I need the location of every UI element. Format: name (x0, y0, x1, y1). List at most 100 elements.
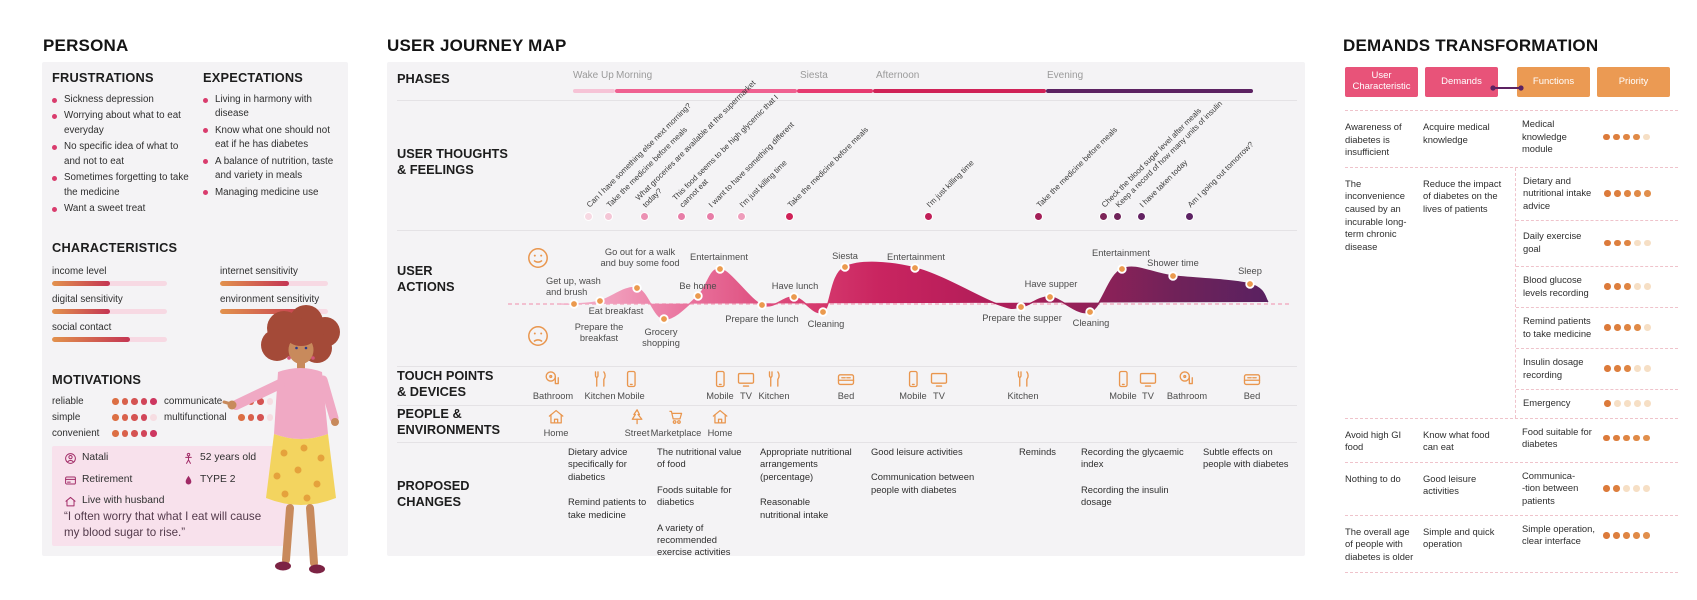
proposed-change-item: The nutritional value of food (657, 446, 742, 470)
action-dot (789, 292, 799, 302)
function-label: Food suitable for diabetes (1522, 425, 1592, 450)
touchpoint-label: Bed (1243, 391, 1261, 401)
priority-dot (1643, 133, 1650, 141)
priority-dot (1623, 532, 1630, 539)
priority-dot (1604, 283, 1611, 290)
expectations-list: Living in harmony with disease Know what … (203, 93, 339, 202)
characteristic-label: environment sensitivity (220, 294, 320, 305)
demand-function-row: Insulin dosage recording (1516, 347, 1678, 389)
priority-dot (1644, 400, 1651, 407)
demand-header-chip: User Characteristic (1345, 67, 1418, 97)
mood-curve-svg (508, 248, 1292, 346)
action-label: Shower time (1147, 258, 1199, 268)
separator (397, 366, 1297, 367)
demand-functions: Food suitable for diabetes (1515, 419, 1678, 462)
bed-icon (1242, 369, 1262, 389)
environment-label: Street (624, 428, 650, 438)
mobile-icon (1113, 369, 1133, 389)
priority-dot (1604, 324, 1611, 331)
kitchen-icon (1013, 369, 1033, 389)
demand-function-row: Food suitable for diabetes (1515, 419, 1678, 458)
function-label: Simple operation, clear interface (1522, 522, 1595, 547)
priority-dot (1613, 133, 1620, 141)
action-dot (1016, 302, 1026, 312)
proposed-change-item: Appropriate nutritional arrangements (pe… (760, 446, 852, 482)
motivation-label: convenient (52, 428, 100, 439)
proposed-change-column: Appropriate nutritional arrangements (pe… (760, 446, 852, 534)
demand-functions: Communica- -tion between patients (1515, 463, 1678, 515)
profile-diabetes_type: TYPE 2 (200, 474, 236, 485)
touchpoint-label: Mobile (899, 391, 927, 401)
thought-dot (676, 211, 686, 221)
priority-dot (1604, 400, 1611, 407)
characteristic-bar: environment sensitivity (220, 294, 328, 314)
phase-label: Siesta (800, 70, 828, 81)
action-label: Entertainment (1092, 248, 1150, 258)
proposed-change-item: Subtle effects on people with diabetes (1203, 446, 1289, 470)
priority-dot (1633, 532, 1640, 539)
action-label: Siesta (832, 251, 858, 261)
proposed-change-item: Foods suitable for diabetics (657, 483, 732, 508)
priority-dot (1603, 532, 1610, 539)
thought-dot (1033, 211, 1043, 221)
priority-dot (1613, 485, 1620, 492)
demand-text: Reduce the impact of diabetes on the liv… (1423, 177, 1502, 214)
proposed-change-item: Communication between people with diabet… (871, 471, 975, 495)
touchpoint-label: TV (933, 391, 945, 401)
action-label: Eat breakfast (588, 306, 644, 316)
demand-row: Nothing to do Good leisure activities Comm… (1345, 461, 1678, 515)
phase-label: Evening (1047, 70, 1084, 81)
mobile-icon (710, 369, 730, 389)
expectations-heading: EXPECTATIONS (203, 70, 304, 85)
action-dot (632, 283, 642, 293)
thought-dot (923, 211, 933, 221)
characteristic-label: internet sensitivity (220, 266, 298, 277)
kitchen-icon (764, 369, 784, 389)
characteristic-fill (52, 309, 110, 314)
priority-dot (1624, 365, 1631, 372)
user-icon (64, 452, 77, 465)
frustration-item: No specific idea of what to and not to e… (52, 140, 192, 169)
sad-face-icon (528, 326, 548, 346)
frustration-item: Sickness depression (52, 93, 192, 107)
priority-dot (1613, 434, 1620, 442)
action-dot (715, 264, 725, 274)
proposed-change-item: Reasonable nutritional intake (760, 496, 829, 520)
characteristic-bar: income level (52, 266, 167, 286)
demand-header-chip: Priority (1597, 67, 1670, 97)
function-label: Insulin dosage recording (1523, 355, 1584, 380)
demand-user-characteristic: The overall age of people with diabetes … (1345, 525, 1414, 562)
touchpoint-item: Kitchen (758, 369, 790, 401)
function-label: Dietary and nutritional intake advice (1523, 174, 1592, 211)
home-icon (64, 495, 77, 508)
expectation-item: Managing medicine use (203, 186, 339, 200)
priority-dots (1602, 324, 1678, 331)
motivation-dot (257, 414, 264, 421)
demand-function-row: Simple operation, clear interface (1515, 516, 1678, 555)
priority-dot (1633, 133, 1640, 141)
priority-dots (1602, 239, 1678, 247)
proposed-change-column: Dietary advice specifically for diabetic… (568, 446, 650, 534)
profile-occupation: Retirement (82, 474, 133, 485)
action-label: Have lunch (771, 281, 819, 291)
demand-functions: Medical knowledge module (1515, 111, 1678, 167)
phase-segment (615, 89, 797, 93)
demand-functions: Simple operation, clear interface (1515, 516, 1678, 572)
proposed-change-column: Good leisure activities Communication bet… (871, 446, 983, 509)
action-dot (1045, 292, 1055, 302)
characteristic-label: income level (52, 266, 107, 277)
priority-dot (1623, 133, 1630, 141)
priority-dots (1601, 485, 1678, 492)
erson-icon (182, 452, 195, 465)
priority-dot (1624, 324, 1631, 331)
demand-function-row: Daily exercise goal (1516, 219, 1678, 266)
motivation-label: reliable (52, 396, 84, 407)
priority-dot (1644, 283, 1651, 290)
journey-panel (387, 62, 1305, 556)
priority-dot (1644, 324, 1651, 331)
priority-dot (1624, 239, 1631, 247)
demand-function-row: Medical knowledge module (1515, 111, 1678, 163)
environment-item: Street (624, 407, 650, 438)
priority-dot (1624, 190, 1631, 197)
